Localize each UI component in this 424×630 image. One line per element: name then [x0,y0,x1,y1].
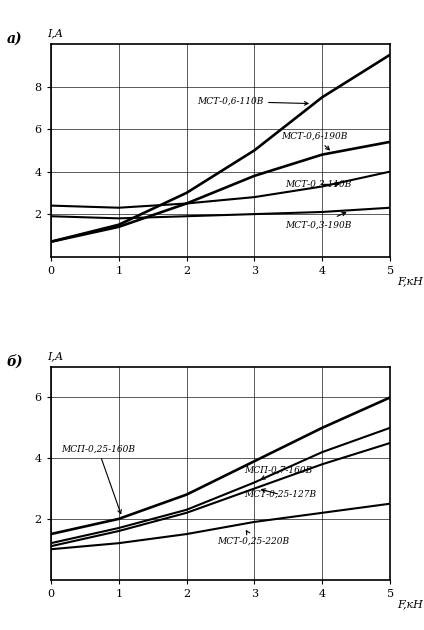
Text: а): а) [7,32,22,45]
Text: б): б) [7,354,23,369]
Text: F,кН: F,кН [397,598,423,609]
Text: I,A: I,A [47,28,63,38]
Text: I,А: I,А [47,351,64,361]
Text: МСТ-0,6-110В: МСТ-0,6-110В [197,97,308,106]
Text: МСП-0,7-160В: МСП-0,7-160В [244,466,312,479]
Text: МСТ-0,3-110В: МСТ-0,3-110В [285,180,351,189]
Text: МСТ-0,25-220В: МСТ-0,25-220В [217,531,289,546]
Text: МСП-0,25-160В: МСП-0,25-160В [61,445,135,513]
Text: МСТ-0,3-190В: МСТ-0,3-190В [285,212,351,229]
Text: МСТ-0,25-127В: МСТ-0,25-127В [244,489,316,499]
Text: F,кН: F,кН [397,276,423,286]
Text: МСТ-0,6-190В: МСТ-0,6-190В [282,132,348,150]
